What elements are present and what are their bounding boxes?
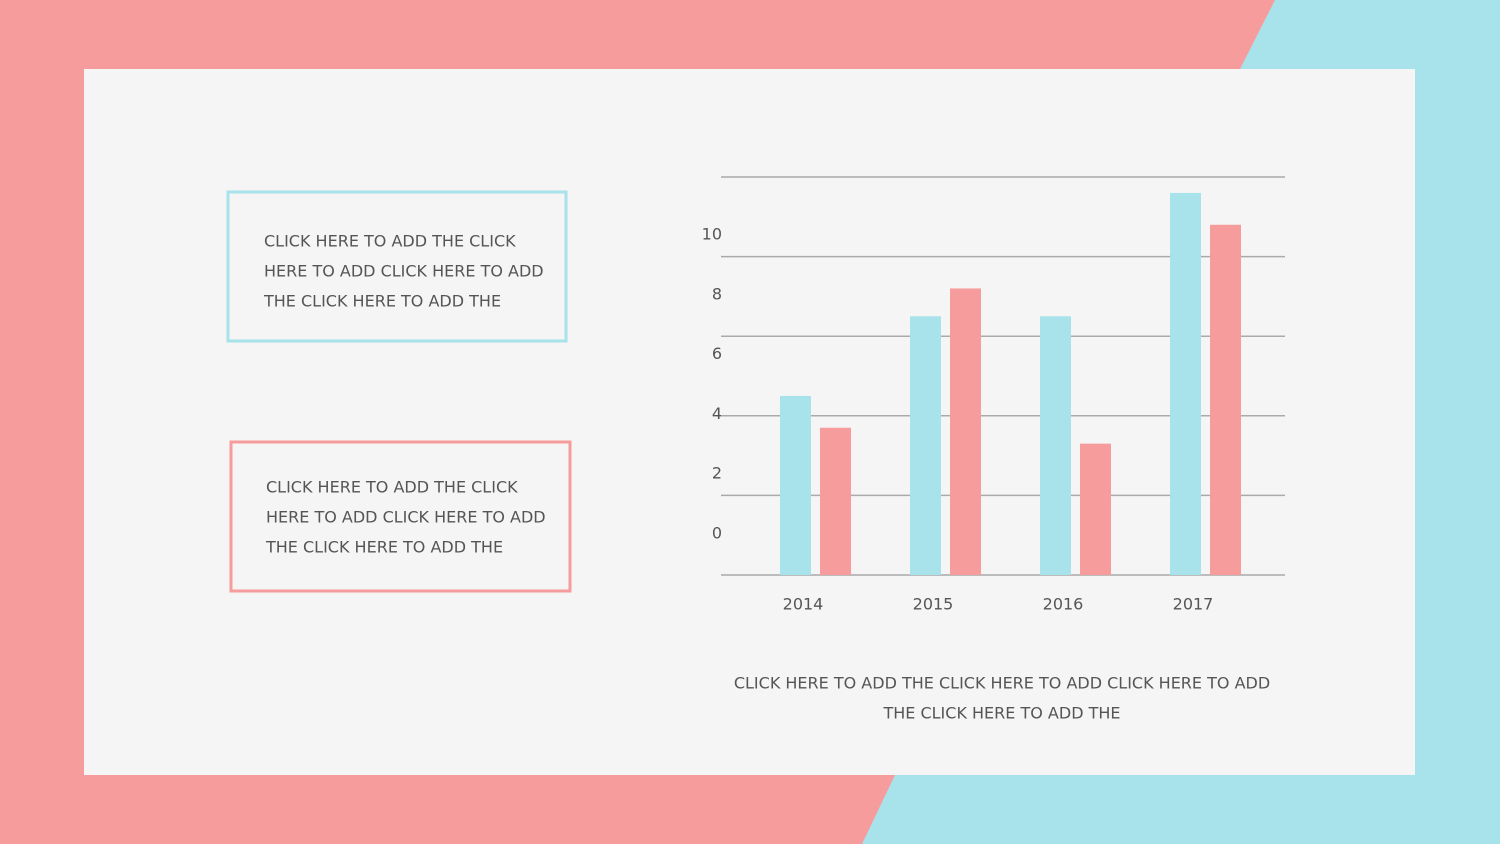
- text-line: CLICK HERE TO ADD THE CLICK: [266, 478, 518, 497]
- bar: [1210, 224, 1241, 575]
- text-line: THE CLICK HERE TO ADD THE: [265, 538, 503, 557]
- text-box: [229, 440, 572, 593]
- bar: [1170, 192, 1201, 576]
- x-tick-label: 2017: [1173, 595, 1214, 614]
- x-tick-label: 2015: [913, 595, 954, 614]
- y-tick-label: 2: [712, 464, 722, 483]
- y-tick-label: 10: [702, 225, 722, 244]
- x-tick-label: 2016: [1043, 595, 1084, 614]
- caption-line: THE CLICK HERE TO ADD THE: [882, 704, 1120, 723]
- text-line: THE CLICK HERE TO ADD THE: [263, 292, 501, 311]
- y-tick-label: 6: [712, 344, 722, 363]
- caption-line: CLICK HERE TO ADD THE CLICK HERE TO ADD …: [734, 674, 1270, 693]
- bar: [910, 316, 941, 575]
- text-line: CLICK HERE TO ADD THE CLICK: [264, 232, 516, 251]
- bar: [950, 288, 981, 575]
- accent: [862, 0, 1500, 844]
- bar: [1080, 443, 1111, 575]
- text-box: [226, 190, 568, 343]
- text-line: HERE TO ADD CLICK HERE TO ADD: [264, 262, 544, 281]
- x-tick-label: 2014: [783, 595, 824, 614]
- bar: [820, 427, 851, 575]
- bar: [1040, 316, 1071, 575]
- y-tick-label: 0: [712, 524, 722, 543]
- y-tick-label: 8: [712, 284, 722, 303]
- text-line: HERE TO ADD CLICK HERE TO ADD: [266, 508, 546, 527]
- y-tick-label: 4: [712, 404, 722, 423]
- bar: [780, 395, 811, 575]
